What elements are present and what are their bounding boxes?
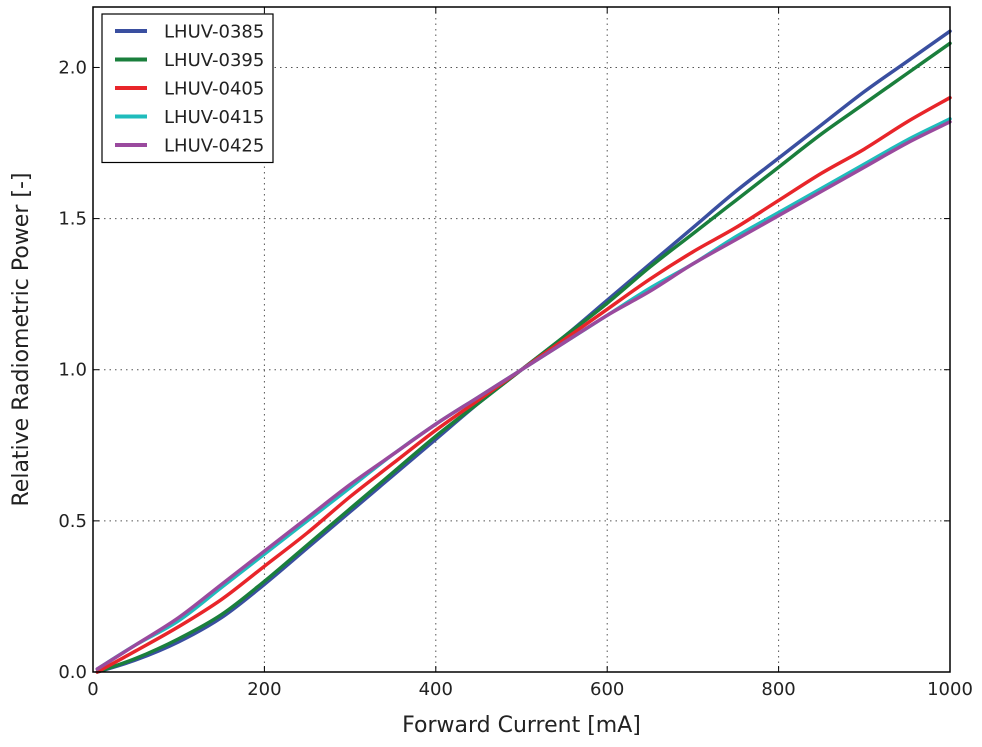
x-tick-label: 600: [590, 679, 624, 700]
y-tick-label: 0.0: [58, 662, 87, 683]
x-tick-label: 400: [419, 679, 453, 700]
y-tick-label: 0.5: [58, 511, 87, 532]
series-line-lhuv-0425: [95, 120, 952, 671]
y-tick-label: 1.5: [58, 209, 87, 230]
legend-label: LHUV-0385: [164, 22, 264, 43]
x-tick-label: 800: [761, 679, 795, 700]
plot-frame: [92, 6, 951, 673]
y-tick-label: 2.0: [58, 57, 87, 78]
x-axis-title: Forward Current [mA]: [402, 713, 641, 738]
legend-label: LHUV-0395: [164, 50, 264, 71]
series-lines: [95, 29, 952, 674]
x-tick-label: 200: [247, 679, 281, 700]
legend: LHUV-0385 LHUV-0395 LHUV-0405 LHUV-0415 LHUV…: [101, 13, 274, 164]
y-axis-title: Relative Radiometric Power [-]: [9, 173, 34, 507]
legend-label: LHUV-0405: [164, 79, 264, 100]
axis-ticks: 0 200 400 600 800 1000 0.0 0.5 1.0 1.5 2.0: [58, 7, 973, 700]
legend-label: LHUV-0425: [164, 136, 264, 157]
x-tick-label: 0: [87, 679, 98, 700]
x-tick-label: 1000: [927, 679, 973, 700]
y-tick-label: 1.0: [58, 360, 87, 381]
legend-label: LHUV-0415: [164, 107, 264, 128]
